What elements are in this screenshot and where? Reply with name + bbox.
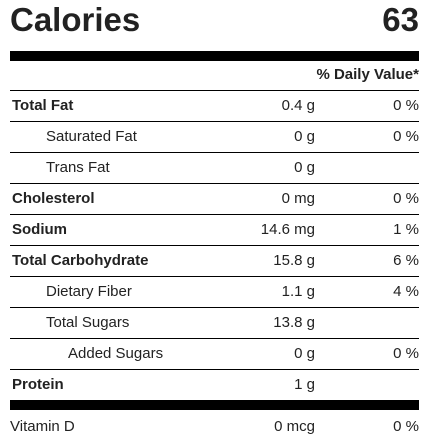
nutrient-name: Total Carbohydrate xyxy=(12,252,149,269)
nutrient-row: Cholesterol 0 mg 0 % xyxy=(10,184,419,215)
nutrient-row: Total Sugars 13.8 g xyxy=(10,308,419,339)
nutrient-name: Protein xyxy=(12,376,64,393)
nutrient-name: Dietary Fiber xyxy=(46,283,132,300)
calories-value: 63 xyxy=(382,1,419,38)
nutrient-amount: 15.8 g xyxy=(273,252,315,269)
calories-label: Calories xyxy=(10,1,141,38)
nutrient-daily-value: 6 % xyxy=(393,252,419,269)
nutrient-name: Sodium xyxy=(12,221,67,238)
daily-value-header: % Daily Value* xyxy=(10,61,419,91)
nutrient-daily-value: 1 % xyxy=(393,221,419,238)
nutrient-daily-value: 0 % xyxy=(393,345,419,362)
nutrient-name: Saturated Fat xyxy=(46,128,137,145)
nutrient-name: Added Sugars xyxy=(68,345,164,362)
micronutrient-row: Vitamin D 0 mcg 0 % xyxy=(10,410,419,440)
nutrient-row: Dietary Fiber 1.1 g 4 % xyxy=(10,277,419,308)
nutrient-amount: 1.1 g xyxy=(281,283,315,300)
nutrient-daily-value: 0 % xyxy=(393,97,419,114)
nutrient-amount: 0 g xyxy=(294,128,315,145)
nutrient-name: Trans Fat xyxy=(46,159,110,176)
nutrient-amount: 0 g xyxy=(294,159,315,176)
nutrient-name: Total Fat xyxy=(12,97,74,114)
nutrition-facts-panel: Calories 63 % Daily Value* Total Fat 0.4 … xyxy=(10,0,419,440)
nutrient-amount: 0 g xyxy=(294,345,315,362)
micronutrient-amount: 0 mcg xyxy=(274,418,315,435)
nutrient-daily-value: 0 % xyxy=(393,190,419,207)
nutrient-amount: 0.4 g xyxy=(281,97,315,114)
nutrient-row: Total Fat 0.4 g 0 % xyxy=(10,91,419,122)
nutrient-row: Added Sugars 0 g 0 % xyxy=(10,339,419,370)
calories-row: Calories 63 xyxy=(10,0,419,44)
nutrient-daily-value: 4 % xyxy=(393,283,419,300)
nutrient-amount: 1 g xyxy=(294,376,315,393)
nutrient-amount: 14.6 mg xyxy=(260,221,315,238)
nutrient-row: Trans Fat 0 g xyxy=(10,153,419,184)
thick-divider xyxy=(10,51,419,61)
nutrient-amount: 0 mg xyxy=(281,190,315,207)
nutrient-row: Sodium 14.6 mg 1 % xyxy=(10,215,419,246)
nutrient-row: Saturated Fat 0 g 0 % xyxy=(10,122,419,153)
micronutrient-daily-value: 0 % xyxy=(393,418,419,435)
micronutrient-name: Vitamin D xyxy=(10,418,75,435)
nutrient-daily-value: 0 % xyxy=(393,128,419,145)
micronutrient-table: Vitamin D 0 mcg 0 % xyxy=(10,410,419,440)
nutrient-row: Protein 1 g xyxy=(10,370,419,400)
nutrient-row: Total Carbohydrate 15.8 g 6 % xyxy=(10,246,419,277)
nutrient-amount: 13.8 g xyxy=(273,314,315,331)
thick-divider-bottom xyxy=(10,400,419,410)
daily-value-header-label: % Daily Value* xyxy=(316,66,419,83)
nutrient-table: Total Fat 0.4 g 0 % Saturated Fat 0 g 0 % Tran… xyxy=(10,91,419,400)
nutrient-name: Total Sugars xyxy=(46,314,130,331)
nutrient-name: Cholesterol xyxy=(12,190,95,207)
